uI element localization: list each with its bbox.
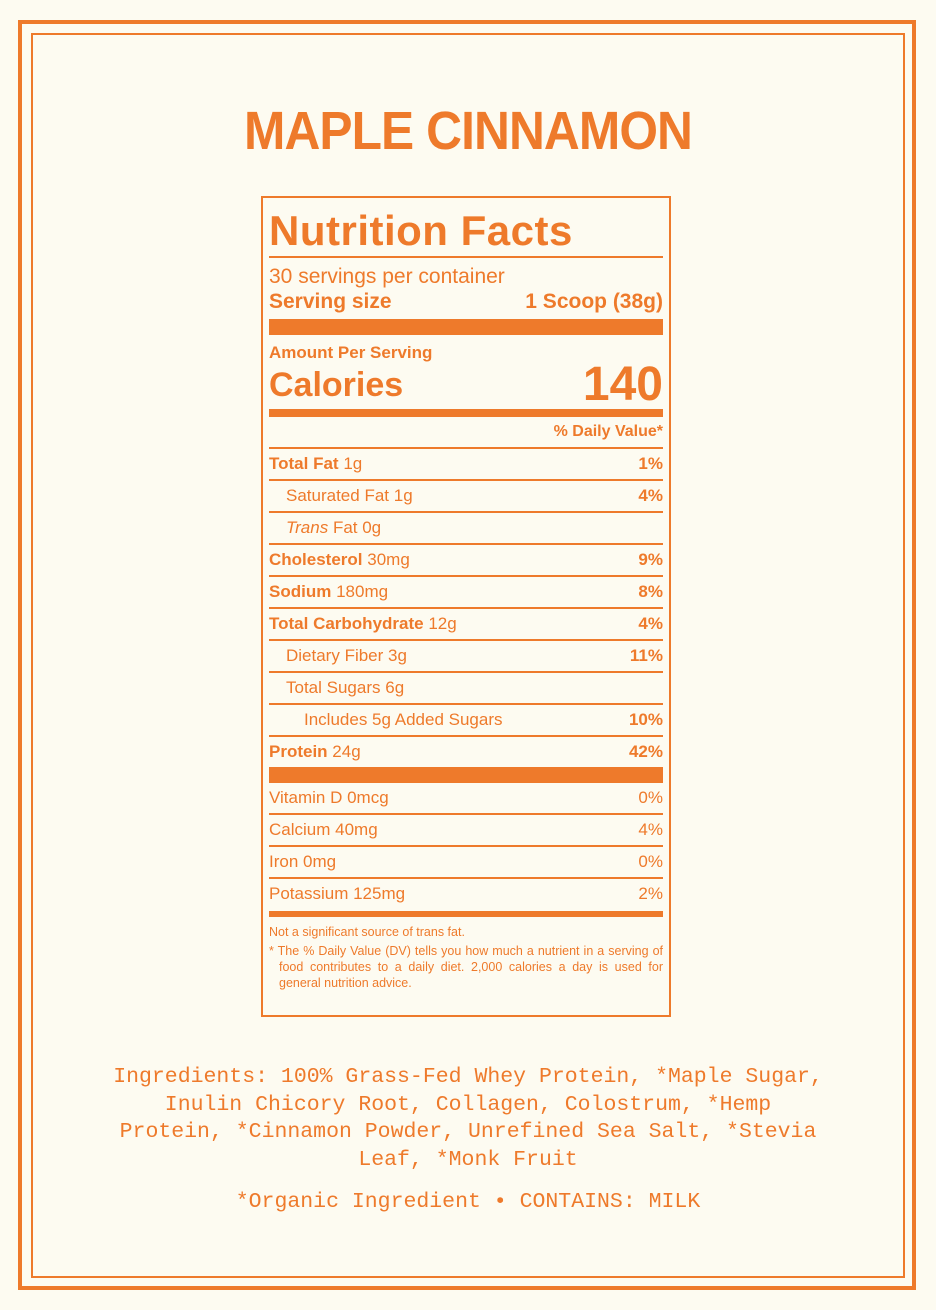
nutrient-row-cholesterol: Cholesterol 30mg 9%: [269, 545, 663, 577]
thick-divider: [269, 319, 663, 335]
medium-divider: [269, 409, 663, 417]
vitamin-row-iron: Iron 0mg 0%: [269, 847, 663, 879]
medium-divider: [269, 911, 663, 917]
thick-divider: [269, 767, 663, 783]
daily-value-header: % Daily Value*: [269, 417, 663, 449]
vitamin-row-potassium: Potassium 125mg 2%: [269, 884, 663, 903]
nutrient-row-trans-fat: Trans Fat 0g: [269, 513, 663, 545]
calories-label: Calories: [269, 366, 404, 404]
calories-row: Calories 140: [269, 358, 663, 411]
nutrient-row-sodium: Sodium 180mg 8%: [269, 577, 663, 609]
nutrient-row-dietary-fiber: Dietary Fiber 3g 11%: [269, 641, 663, 673]
allergen-statement: *Organic Ingredient • CONTAINS: MILK: [235, 1190, 701, 1214]
serving-size-value: 1 Scoop (38g): [525, 290, 663, 313]
nutrient-row-saturated-fat: Saturated Fat 1g 4%: [269, 481, 663, 513]
amount-per-serving: Amount Per Serving: [269, 343, 433, 362]
product-title: MAPLE CINNAMON: [243, 101, 693, 161]
nutrition-facts-heading: Nutrition Facts: [269, 206, 663, 258]
inner-border: [31, 33, 905, 1278]
nutrient-row-added-sugars: Includes 5g Added Sugars 10%: [269, 705, 663, 737]
vitamin-row-calcium: Calcium 40mg 4%: [269, 815, 663, 847]
serving-size-label: Serving size: [269, 290, 392, 313]
nutrient-row-protein: Protein 24g 42%: [269, 742, 663, 761]
serving-size: Serving size 1 Scoop (38g): [269, 289, 663, 315]
daily-value-footnote: * The % Daily Value (DV) tells you how m…: [269, 944, 663, 990]
trans-fat-note: Not a significant source of trans fat.: [269, 925, 465, 939]
servings-per-container: 30 servings per container: [269, 265, 505, 288]
outer-border: [18, 20, 916, 1290]
nutrition-facts-panel: Nutrition Facts 30 servings per containe…: [261, 196, 671, 1017]
nutrient-row-total-sugars: Total Sugars 6g: [269, 673, 663, 705]
nutrient-row-total-carbohydrate: Total Carbohydrate 12g 4%: [269, 609, 663, 641]
calories-value: 140: [582, 358, 663, 411]
ingredients-list: Ingredients: 100% Grass-Fed Whey Protein…: [113, 1065, 823, 1172]
vitamin-row-vitamin-d: Vitamin D 0mcg 0%: [269, 783, 663, 815]
nutrient-row-total-fat: Total Fat 1g 1%: [269, 449, 663, 481]
